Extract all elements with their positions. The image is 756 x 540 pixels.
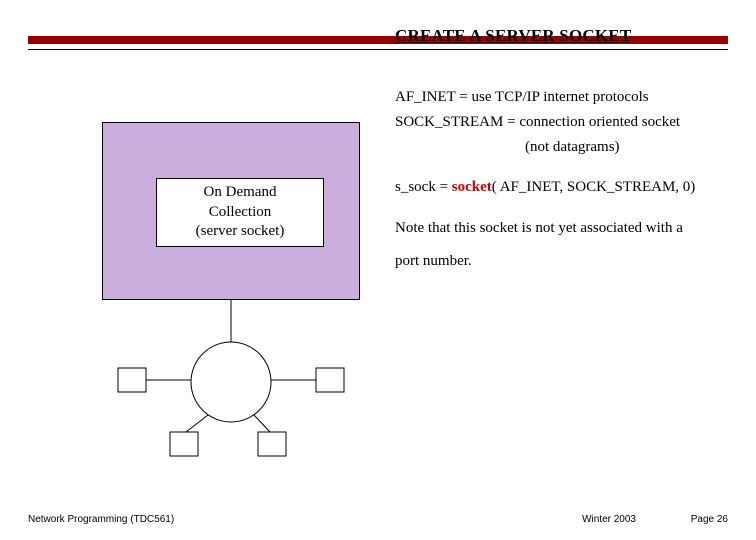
topology-diagram [102, 300, 360, 470]
body-text: AF_INET = use TCP/IP internet protocols … [395, 88, 725, 277]
sock-stream-line1: SOCK_STREAM = connection oriented socket [395, 113, 725, 132]
box-line1: On Demand [157, 183, 323, 203]
code-line: s_sock = socket( AF_INET, SOCK_STREAM, 0… [395, 178, 725, 197]
box-line3: (server socket) [157, 222, 323, 242]
code-fn: socket [452, 179, 492, 195]
af-inet-line: AF_INET = use TCP/IP internet protocols [395, 88, 725, 107]
footer: Network Programming (TDC561) Winter 2003… [0, 514, 756, 532]
box-line2: Collection [157, 203, 323, 223]
note-line2: port number. [395, 252, 725, 271]
code-suffix: ( AF_INET, SOCK_STREAM, 0) [492, 179, 695, 195]
note-line1: Note that this socket is not yet associa… [395, 219, 725, 238]
slide: CREATE A SERVER SOCKET AF_INET = use TCP… [0, 0, 756, 540]
footer-mid: Winter 2003 [582, 514, 636, 525]
code-prefix: s_sock = [395, 179, 452, 195]
server-socket-box: On Demand Collection (server socket) [156, 178, 324, 247]
sock-stream-line2: (not datagrams) [395, 138, 725, 157]
slide-title: CREATE A SERVER SOCKET [395, 26, 631, 46]
footer-left: Network Programming (TDC561) [28, 514, 174, 525]
title-underline [28, 49, 728, 50]
footer-right: Page 26 [691, 514, 728, 525]
